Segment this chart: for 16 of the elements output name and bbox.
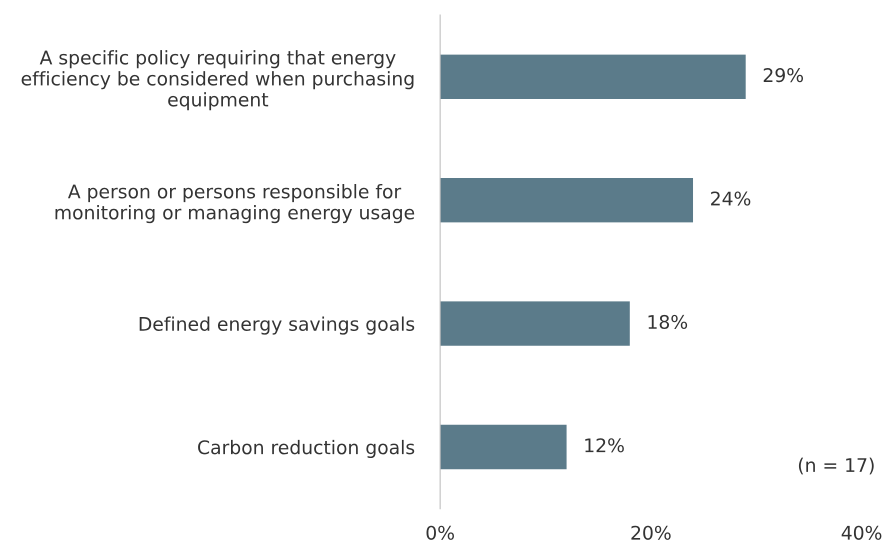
x-tick-label: 40% [842, 526, 882, 540]
bar [440, 178, 694, 222]
bar [440, 424, 567, 470]
bar [440, 54, 746, 100]
y-tick-label: A person or persons responsible for monitoring or managing energy usage [56, 184, 414, 224]
y-tick-label: A specific policy requiring that energy efficiency be considered when purchasing equipment [22, 50, 414, 110]
x-tick-label: 0% [426, 526, 454, 540]
annotation: (n = 17) [798, 458, 874, 474]
data-label: 18% [648, 314, 688, 330]
y-tick-label: Carbon reduction goals [198, 440, 414, 458]
data-label: 12% [585, 438, 624, 452]
bar [440, 301, 630, 346]
y-tick-label: Defined energy savings goals [140, 316, 414, 335]
data-label: 24% [711, 191, 750, 206]
data-label: 29% [764, 68, 804, 82]
x-tick-label: 20% [631, 526, 671, 540]
